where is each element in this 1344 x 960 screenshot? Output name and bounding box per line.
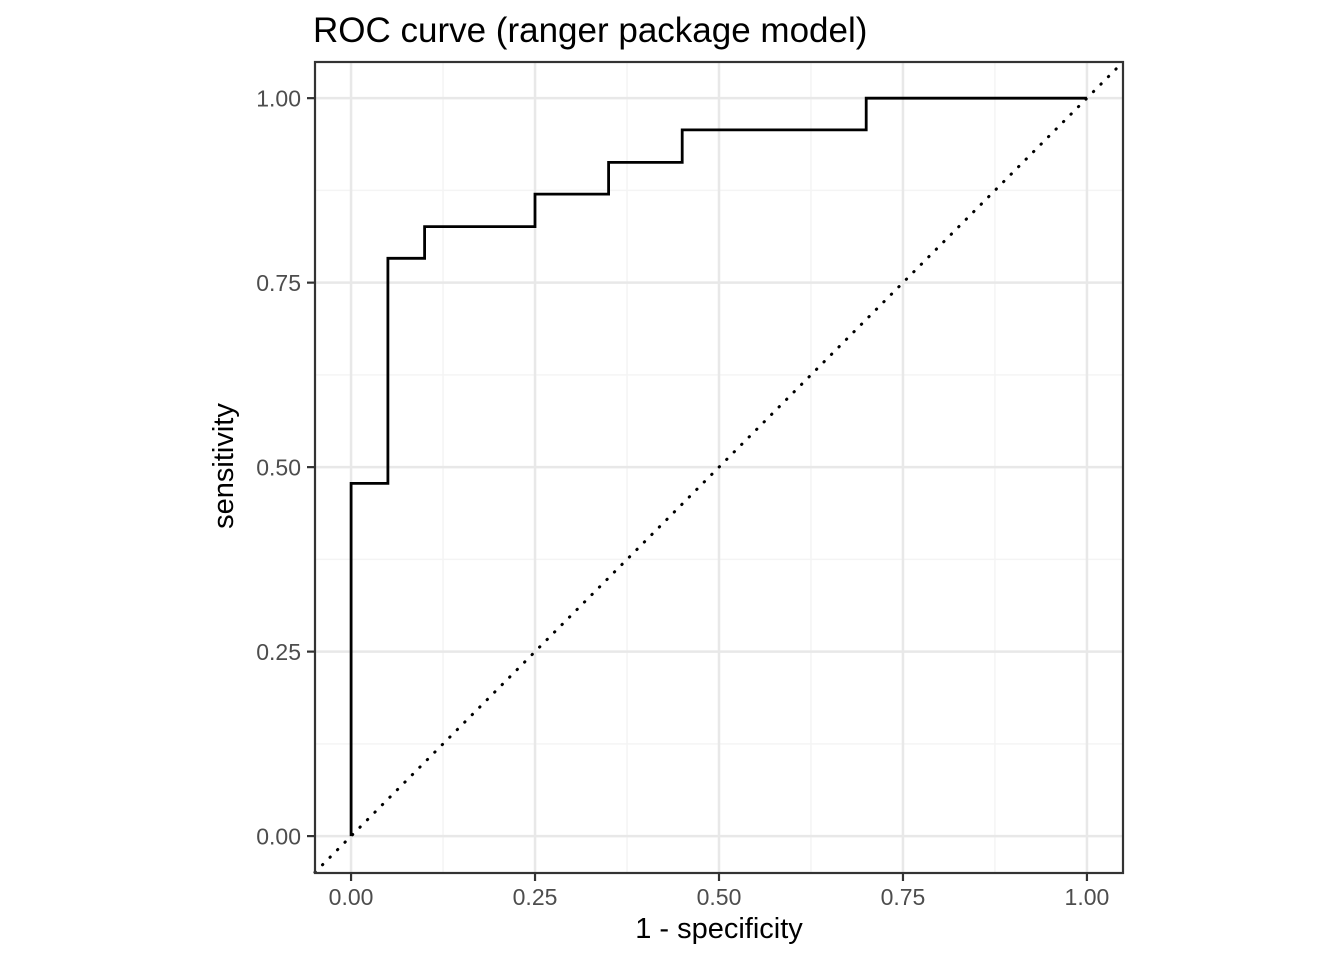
y-tick-label: 0.25 <box>256 639 301 665</box>
x-axis-tick-marks <box>349 873 1089 881</box>
y-tick-label: 0.00 <box>256 824 301 850</box>
x-tick-label: 0.00 <box>329 884 374 910</box>
y-tick-label: 1.00 <box>256 86 301 112</box>
y-axis-tick-labels: 0.00 0.25 0.50 0.75 1.00 <box>256 86 301 850</box>
x-tick-label: 0.50 <box>697 884 742 910</box>
x-axis-title: 1 - specificity <box>635 913 803 945</box>
chance-diagonal <box>313 60 1125 874</box>
y-axis-tick-marks <box>307 97 315 838</box>
x-tick-label: 1.00 <box>1065 884 1110 910</box>
x-axis-tick-labels: 0.00 0.25 0.50 0.75 1.00 <box>329 884 1110 910</box>
roc-step-curve <box>349 96 1087 837</box>
y-axis-title: sensitivity <box>208 403 240 529</box>
chart-title: ROC curve (ranger package model) <box>313 11 867 50</box>
y-tick-label: 0.75 <box>256 270 301 296</box>
y-tick-label: 0.50 <box>256 455 301 481</box>
roc-curve-path <box>349 96 1087 837</box>
x-tick-label: 0.75 <box>881 884 926 910</box>
x-tick-label: 0.25 <box>513 884 558 910</box>
chance-diagonal-line <box>313 60 1125 874</box>
